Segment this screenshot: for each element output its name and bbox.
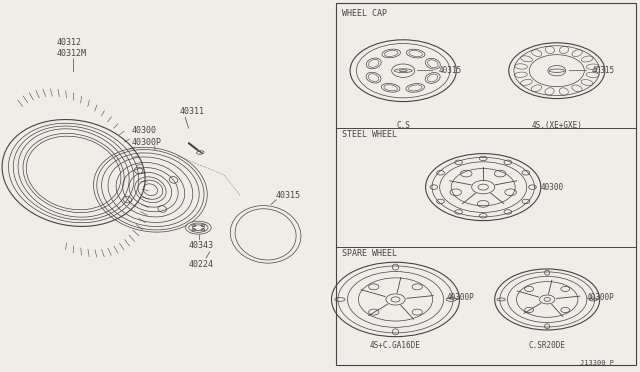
Text: 40300P: 40300P <box>447 293 474 302</box>
Text: 40315: 40315 <box>569 66 615 75</box>
Text: 40343: 40343 <box>189 241 214 250</box>
Text: SPARE WHEEL: SPARE WHEEL <box>342 249 397 258</box>
Text: 40315: 40315 <box>417 66 461 75</box>
Bar <box>336 3 636 365</box>
Text: STEEL WHEEL: STEEL WHEEL <box>342 130 397 139</box>
Text: 40312M: 40312M <box>56 49 86 58</box>
Text: C.S: C.S <box>396 121 410 130</box>
Text: 40312: 40312 <box>56 38 81 47</box>
Text: 4S+C.GA16DE: 4S+C.GA16DE <box>370 341 421 350</box>
Ellipse shape <box>186 221 211 234</box>
Text: 40311: 40311 <box>179 107 204 116</box>
Text: 40300: 40300 <box>131 126 156 135</box>
Text: J13300 P: J13300 P <box>580 360 614 366</box>
Text: 40300P: 40300P <box>131 138 161 147</box>
Text: 40315: 40315 <box>275 191 300 200</box>
Text: C.SR20DE: C.SR20DE <box>529 341 566 350</box>
Ellipse shape <box>230 206 301 263</box>
Text: WHEEL CAP: WHEEL CAP <box>342 9 387 18</box>
Text: 40300P: 40300P <box>586 293 614 302</box>
Text: 40300: 40300 <box>534 183 564 192</box>
Text: 40224: 40224 <box>189 260 214 269</box>
Text: 4S.(XE+GXE): 4S.(XE+GXE) <box>531 121 582 130</box>
